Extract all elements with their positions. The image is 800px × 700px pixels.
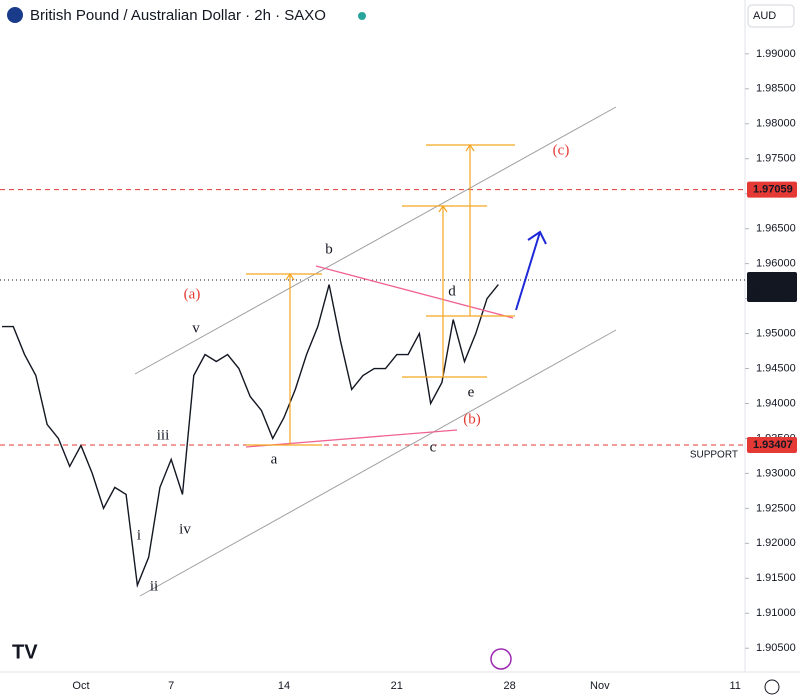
y-tick-label: 1.96500 <box>756 223 796 235</box>
tv-logo: TV <box>12 641 38 663</box>
wave-label: iv <box>179 521 191 537</box>
y-tick-label: 1.92500 <box>756 502 796 514</box>
price-level-box <box>747 181 797 198</box>
drawings <box>134 106 617 597</box>
wave-label: d <box>448 283 456 299</box>
price-line <box>2 284 499 589</box>
y-tick-label: 1.98500 <box>756 83 796 95</box>
wave-label: a <box>271 451 278 467</box>
price-level-label: 1.93407 <box>753 439 793 451</box>
price-level-box <box>747 436 797 453</box>
x-tick-label: Nov <box>590 680 610 692</box>
forecast-arrow <box>515 230 547 311</box>
wave-label: c <box>430 439 437 455</box>
currency-label: AUD <box>753 10 776 22</box>
x-tick-label: Oct <box>72 680 89 692</box>
currency-button[interactable] <box>747 4 795 28</box>
wave-label: (b) <box>463 411 481 427</box>
channel-top <box>134 106 617 375</box>
chart-title[interactable]: British Pound / Australian Dollar · 2h ·… <box>30 7 326 24</box>
wave-label: e <box>468 384 475 400</box>
symbol-flag <box>7 7 23 23</box>
price-level-label: 1.95765 <box>753 274 793 286</box>
y-tick-label: 1.95000 <box>756 327 796 339</box>
triangle-bottom <box>245 429 458 448</box>
y-tick-label: 1.93000 <box>756 467 796 479</box>
y-tick-label: 1.98000 <box>756 118 796 130</box>
y-tick-label: 1.94000 <box>756 397 796 409</box>
x-tick-label: 7 <box>168 680 174 692</box>
y-tick-label: 1.97500 <box>756 153 796 165</box>
price-level-label: 1.97059 <box>753 183 793 195</box>
triangle-top <box>315 265 514 319</box>
level-name: SUPPORT <box>690 450 738 461</box>
channel-bottom <box>139 329 617 597</box>
wave-labels: (a) b v iii iv i ii a c (b) d e (c) <box>137 142 569 594</box>
x-tick-label: 11 <box>729 680 740 692</box>
x-tick-label: 28 <box>503 680 515 692</box>
wave-label: v <box>192 320 200 336</box>
wave-label: iii <box>157 427 170 443</box>
plot: 1.90500 1.91000 1.91500 1.92000 1.92500 1.930… <box>0 48 797 692</box>
y-tick-label: 1.92000 <box>756 537 796 549</box>
y-tick-label: 1.94500 <box>756 362 796 374</box>
countdown: 55:19 <box>753 288 781 300</box>
x-tick-label: 14 <box>278 680 290 692</box>
settings-icon[interactable] <box>764 679 780 695</box>
price-level-box <box>747 272 797 303</box>
wave-label: (a) <box>184 286 201 302</box>
wave-label: (c) <box>553 142 570 158</box>
y-tick-label: 1.96000 <box>756 258 796 270</box>
wave-label: i <box>137 527 141 543</box>
y-tick-label: 1.91000 <box>756 607 796 619</box>
measures <box>246 143 515 446</box>
y-tick-label: 1.99000 <box>756 48 796 60</box>
y-tick-label: 1.90500 <box>756 642 796 654</box>
wave-label: b <box>325 241 333 257</box>
x-tick-label: 21 <box>391 680 403 692</box>
flash-icon[interactable] <box>490 648 512 670</box>
market-status <box>358 12 366 20</box>
y-tick-label: 1.91500 <box>756 572 796 584</box>
wave-label: ii <box>150 578 158 594</box>
